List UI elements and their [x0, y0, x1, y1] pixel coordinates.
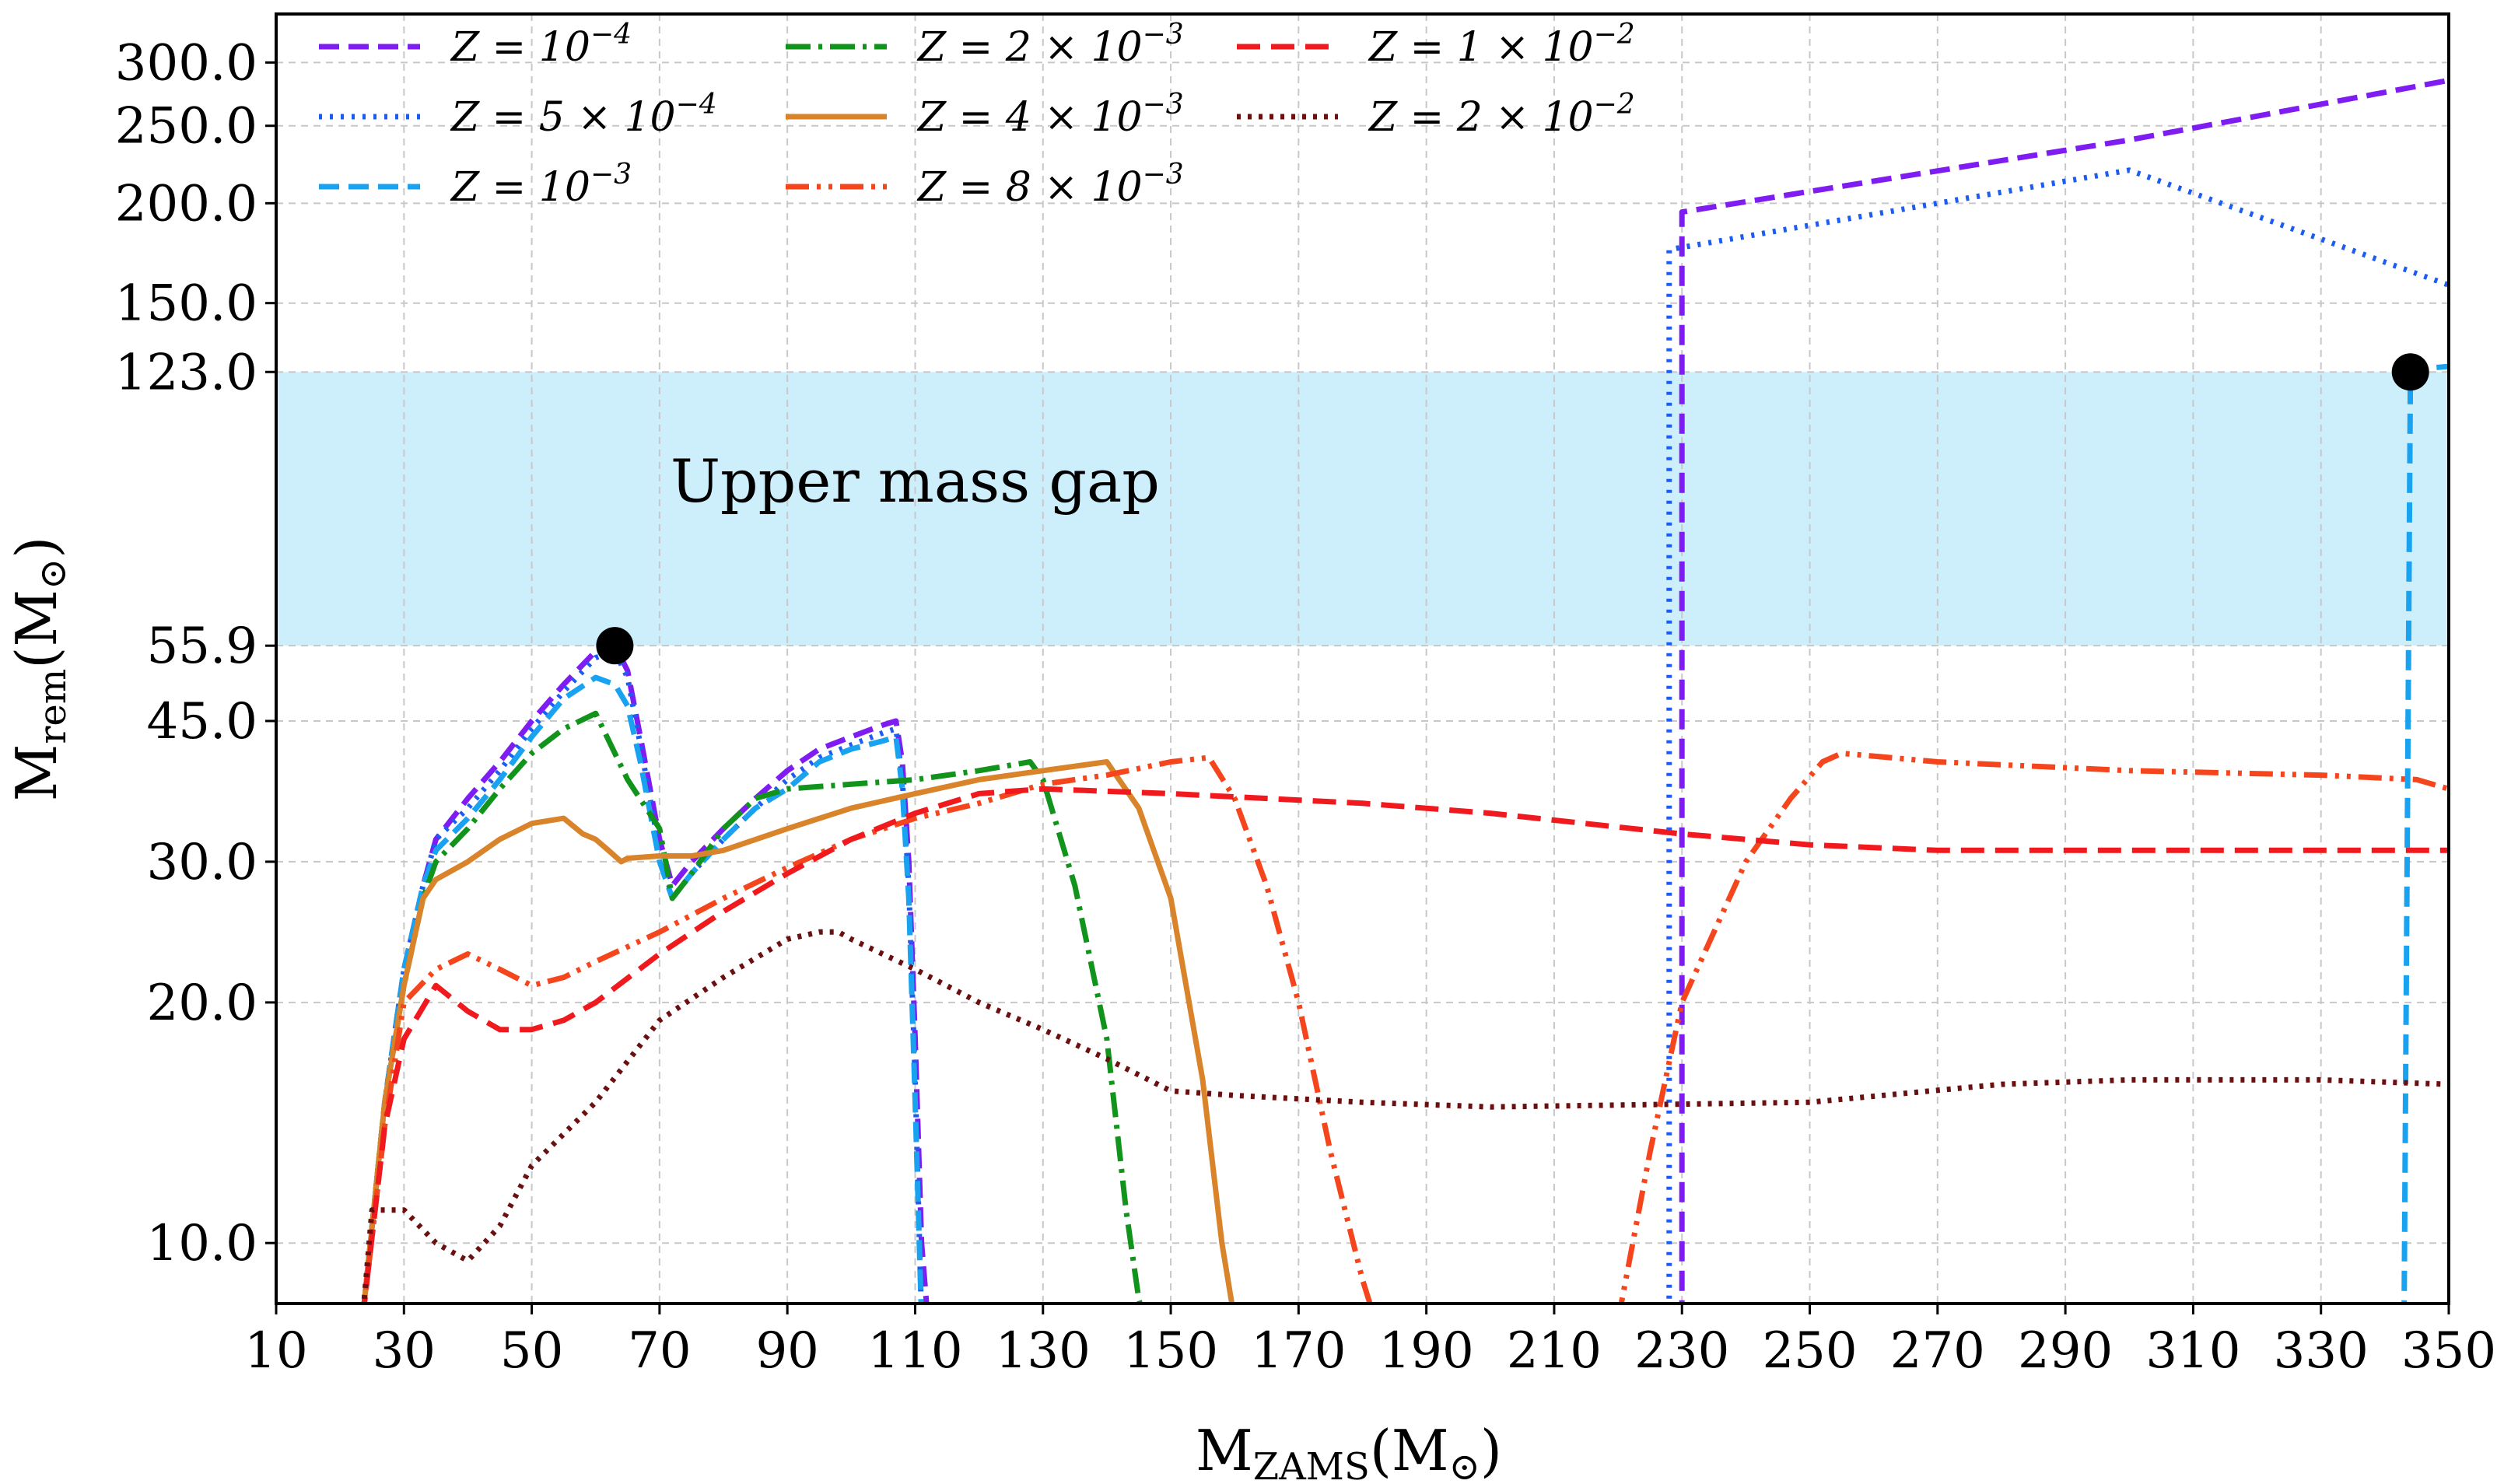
band-label: Upper mass gap [671, 446, 1160, 516]
y-tick-label: 55.9 [147, 618, 258, 675]
x-tick-label: 90 [755, 1322, 818, 1380]
series-line [361, 648, 924, 1304]
y-tick-label: 300.0 [115, 34, 257, 92]
x-tick-label: 310 [2145, 1322, 2240, 1380]
y-tick-label: 250.0 [115, 98, 257, 156]
x-axis-title: MZAMS(M⊙) [1196, 1418, 1502, 1484]
y-tick-label: 150.0 [115, 275, 257, 333]
y-tick-label: 200.0 [115, 175, 257, 233]
x-tick-label: 110 [867, 1322, 962, 1380]
x-tick-label: 230 [1634, 1322, 1729, 1380]
y-tick-label: 10.0 [147, 1215, 258, 1272]
x-tick-label: 170 [1251, 1322, 1346, 1380]
legend-label: Z = 10−3 [450, 159, 632, 211]
legend-label: Z = 5 × 10−4 [450, 89, 717, 141]
y-axis-title: Mrem(M⊙) [4, 537, 75, 802]
y-tick-label: 20.0 [147, 975, 258, 1032]
series-line-branch [1618, 751, 2449, 1304]
series-line [361, 674, 924, 1304]
legend-label: Z = 2 × 10−2 [1368, 89, 1635, 141]
x-tick-label: 290 [2018, 1322, 2113, 1380]
x-tick-label: 150 [1123, 1322, 1218, 1380]
x-tick-label: 350 [2401, 1322, 2496, 1380]
x-tick-label: 270 [1890, 1322, 1985, 1380]
series-line-branch [1666, 167, 2449, 1304]
series-line [361, 710, 1143, 1304]
x-tick-label: 10 [244, 1322, 307, 1380]
y-tick-label: 123.0 [115, 344, 257, 401]
legend-label: Z = 8 × 10−3 [916, 159, 1184, 211]
series-line [361, 642, 930, 1304]
x-tick-label: 250 [1762, 1322, 1857, 1380]
upper-mass-gap-band [276, 372, 2449, 646]
mass-gap-marker [596, 627, 634, 665]
series-line [361, 929, 2449, 1304]
x-tick-label: 210 [1507, 1322, 1602, 1380]
legend-label: Z = 4 × 10−3 [916, 89, 1184, 141]
y-tick-label: 45.0 [147, 693, 258, 751]
x-tick-label: 30 [373, 1322, 436, 1380]
legend-label: Z = 1 × 10−2 [1368, 19, 1635, 71]
legend-label: Z = 2 × 10−3 [916, 19, 1184, 71]
mass-gap-marker [2391, 353, 2429, 391]
series-line [361, 786, 2449, 1304]
x-tick-label: 130 [996, 1322, 1091, 1380]
x-tick-label: 190 [1379, 1322, 1474, 1380]
series-line [361, 759, 1235, 1304]
x-tick-label: 330 [2274, 1322, 2369, 1380]
series-line-branch [1679, 77, 2449, 1304]
x-tick-label: 50 [500, 1322, 563, 1380]
legend-label: Z = 10−4 [450, 19, 632, 71]
y-tick-label: 30.0 [147, 834, 258, 891]
x-tick-label: 70 [628, 1322, 691, 1380]
legend: Z = 10−4 Z = 5 × 10−4 Z = 10−3 Z = 2 × 10−3… [319, 19, 1635, 211]
plot-frame [275, 12, 2450, 1305]
